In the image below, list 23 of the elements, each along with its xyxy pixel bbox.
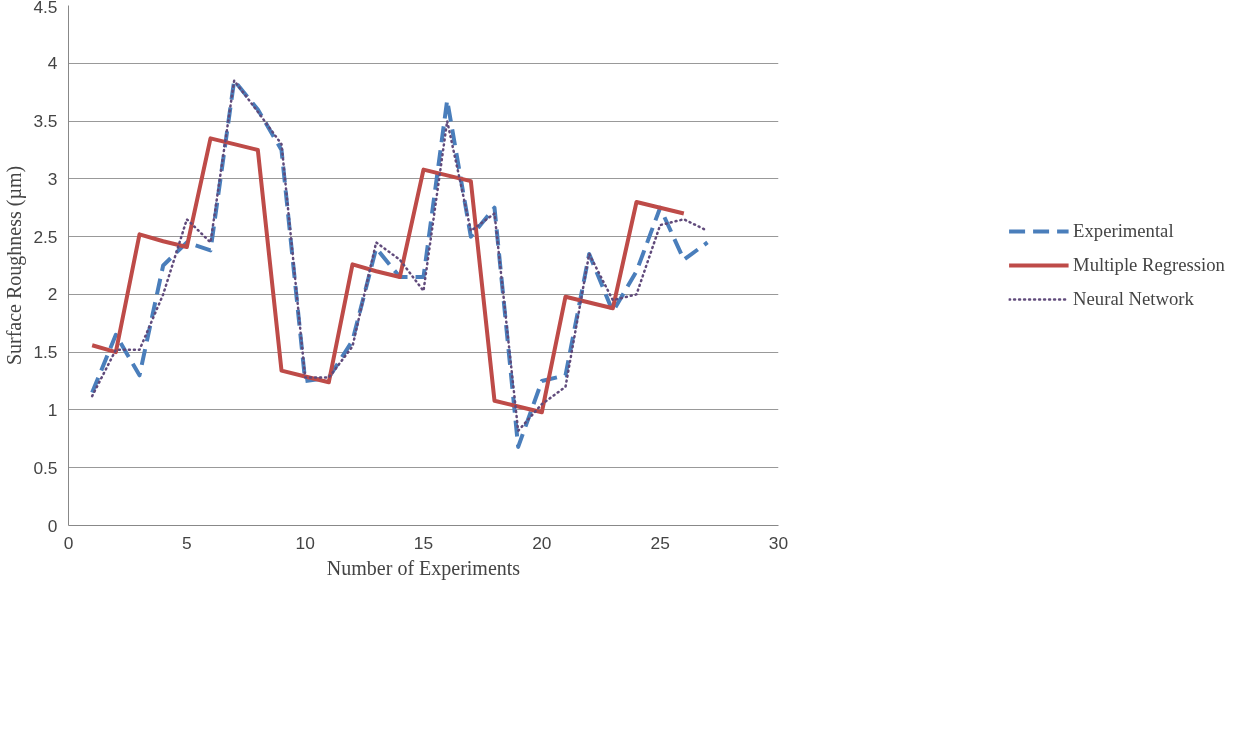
x-tick-label: 15 xyxy=(413,532,434,553)
y-tick-label: 0.5 xyxy=(33,457,58,478)
legend-label: Multiple Regression xyxy=(1073,254,1225,276)
y-tick-label: 2 xyxy=(47,284,58,305)
x-tick-label: 10 xyxy=(295,532,315,553)
x-tick-label: 5 xyxy=(182,532,192,553)
y-tick-label: 3 xyxy=(47,168,58,189)
y-tick-label: 3.5 xyxy=(33,111,58,132)
y-tick-label: 4.5 xyxy=(33,0,58,17)
legend-label: Experimental xyxy=(1073,220,1174,242)
y-tick-label: 0 xyxy=(47,515,58,536)
x-tick-label: 30 xyxy=(768,532,789,553)
x-axis-title: Number of Experiments xyxy=(326,556,521,580)
legend-label: Neural Network xyxy=(1073,288,1194,310)
y-axis-title: Surface Roughness (µm) xyxy=(3,165,27,366)
y-tick-label: 1.5 xyxy=(33,342,58,363)
y-tick-label: 4 xyxy=(47,53,58,74)
x-tick-label: 20 xyxy=(532,532,552,553)
line-series xyxy=(90,136,686,415)
y-tick-label: 1 xyxy=(47,399,58,420)
y-tick-label: 2.5 xyxy=(33,226,58,247)
x-tick-label: 25 xyxy=(650,532,670,553)
x-tick-label: 0 xyxy=(63,532,74,553)
